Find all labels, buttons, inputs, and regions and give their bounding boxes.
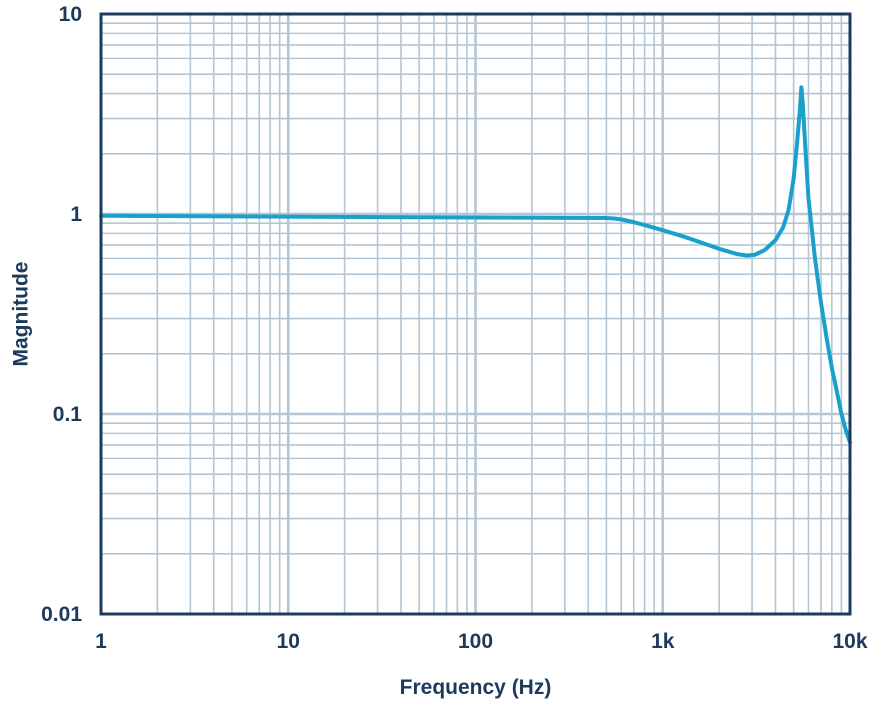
magnitude-series-line: [99, 85, 852, 445]
x-axis-title: Frequency (Hz): [400, 676, 552, 699]
x-tick-label: 10k: [832, 630, 867, 653]
x-axis-ticks: 1 10 100 1k 10k: [95, 630, 868, 653]
y-axis-ticks: 0.01 0.1 1 10: [41, 3, 82, 626]
y-tick-label: 10: [59, 3, 82, 26]
y-tick-label: 1: [70, 203, 82, 226]
x-tick-label: 100: [458, 630, 493, 653]
x-tick-label: 10: [277, 630, 300, 653]
y-tick-label: 0.1: [53, 403, 83, 426]
y-tick-label: 0.01: [41, 603, 82, 626]
x-tick-label: 1k: [651, 630, 675, 653]
x-tick-label: 1: [95, 630, 107, 653]
y-axis-title: Magnitude: [10, 262, 33, 367]
plot-frame: [99, 12, 852, 616]
